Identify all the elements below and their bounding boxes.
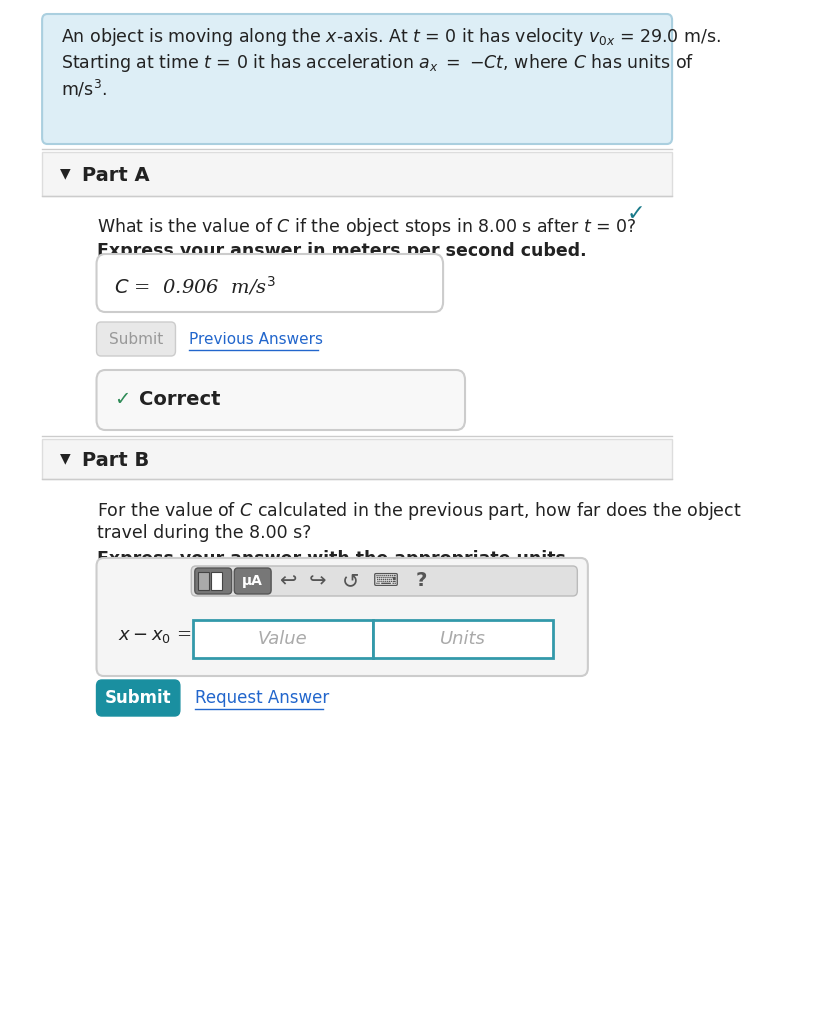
- Text: travel during the 8.00 s?: travel during the 8.00 s?: [97, 524, 311, 542]
- Text: ↪: ↪: [309, 571, 326, 591]
- Text: Part B: Part B: [82, 451, 150, 470]
- Text: Correct: Correct: [139, 390, 220, 409]
- Text: Express your answer in meters per second cubed.: Express your answer in meters per second…: [97, 242, 586, 260]
- Text: ✓: ✓: [114, 390, 130, 409]
- Text: $C$ =  0.906  m/s$^3$: $C$ = 0.906 m/s$^3$: [114, 274, 276, 297]
- FancyBboxPatch shape: [211, 572, 222, 590]
- Text: Part A: Part A: [82, 166, 150, 185]
- FancyBboxPatch shape: [193, 620, 373, 658]
- Text: Value: Value: [258, 630, 307, 648]
- FancyBboxPatch shape: [42, 152, 672, 196]
- FancyBboxPatch shape: [198, 572, 209, 590]
- Text: Submit: Submit: [109, 332, 163, 346]
- Text: μA: μA: [242, 574, 263, 588]
- Text: ▼: ▼: [59, 166, 70, 180]
- FancyBboxPatch shape: [373, 620, 553, 658]
- Text: Previous Answers: Previous Answers: [189, 332, 323, 346]
- Text: Starting at time $t$ = 0 it has acceleration $a_x$ $=$ $-Ct$, where $C$ has unit: Starting at time $t$ = 0 it has accelera…: [62, 52, 694, 74]
- FancyBboxPatch shape: [42, 14, 672, 144]
- FancyBboxPatch shape: [42, 439, 672, 479]
- Text: An object is moving along the $x$-axis. At $t$ = 0 it has velocity $v_{0x}$ = 29: An object is moving along the $x$-axis. …: [62, 26, 721, 48]
- FancyBboxPatch shape: [97, 680, 180, 716]
- Text: Units: Units: [440, 630, 485, 648]
- FancyBboxPatch shape: [97, 322, 176, 356]
- Text: ▼: ▼: [59, 451, 70, 465]
- Text: For the value of $C$ calculated in the previous part, how far does the object: For the value of $C$ calculated in the p…: [97, 500, 741, 522]
- Text: Submit: Submit: [104, 689, 171, 707]
- Text: Request Answer: Request Answer: [195, 689, 329, 707]
- FancyBboxPatch shape: [97, 370, 465, 430]
- Text: ⌨: ⌨: [373, 572, 399, 590]
- FancyBboxPatch shape: [191, 566, 577, 596]
- Text: What is the value of $C$ if the object stops in 8.00 s after $t$ = 0?: What is the value of $C$ if the object s…: [97, 216, 636, 238]
- Text: Express your answer with the appropriate units.: Express your answer with the appropriate…: [97, 550, 572, 568]
- FancyBboxPatch shape: [97, 558, 588, 676]
- Text: $x - x_0$ =: $x - x_0$ =: [119, 627, 192, 645]
- FancyBboxPatch shape: [97, 254, 443, 312]
- Text: ?: ?: [415, 571, 427, 591]
- Text: m/s$^3$.: m/s$^3$.: [62, 78, 107, 99]
- Text: ↩: ↩: [279, 571, 297, 591]
- FancyBboxPatch shape: [195, 568, 232, 594]
- Text: ↺: ↺: [342, 571, 359, 591]
- FancyBboxPatch shape: [234, 568, 271, 594]
- Text: ✓: ✓: [626, 204, 645, 224]
